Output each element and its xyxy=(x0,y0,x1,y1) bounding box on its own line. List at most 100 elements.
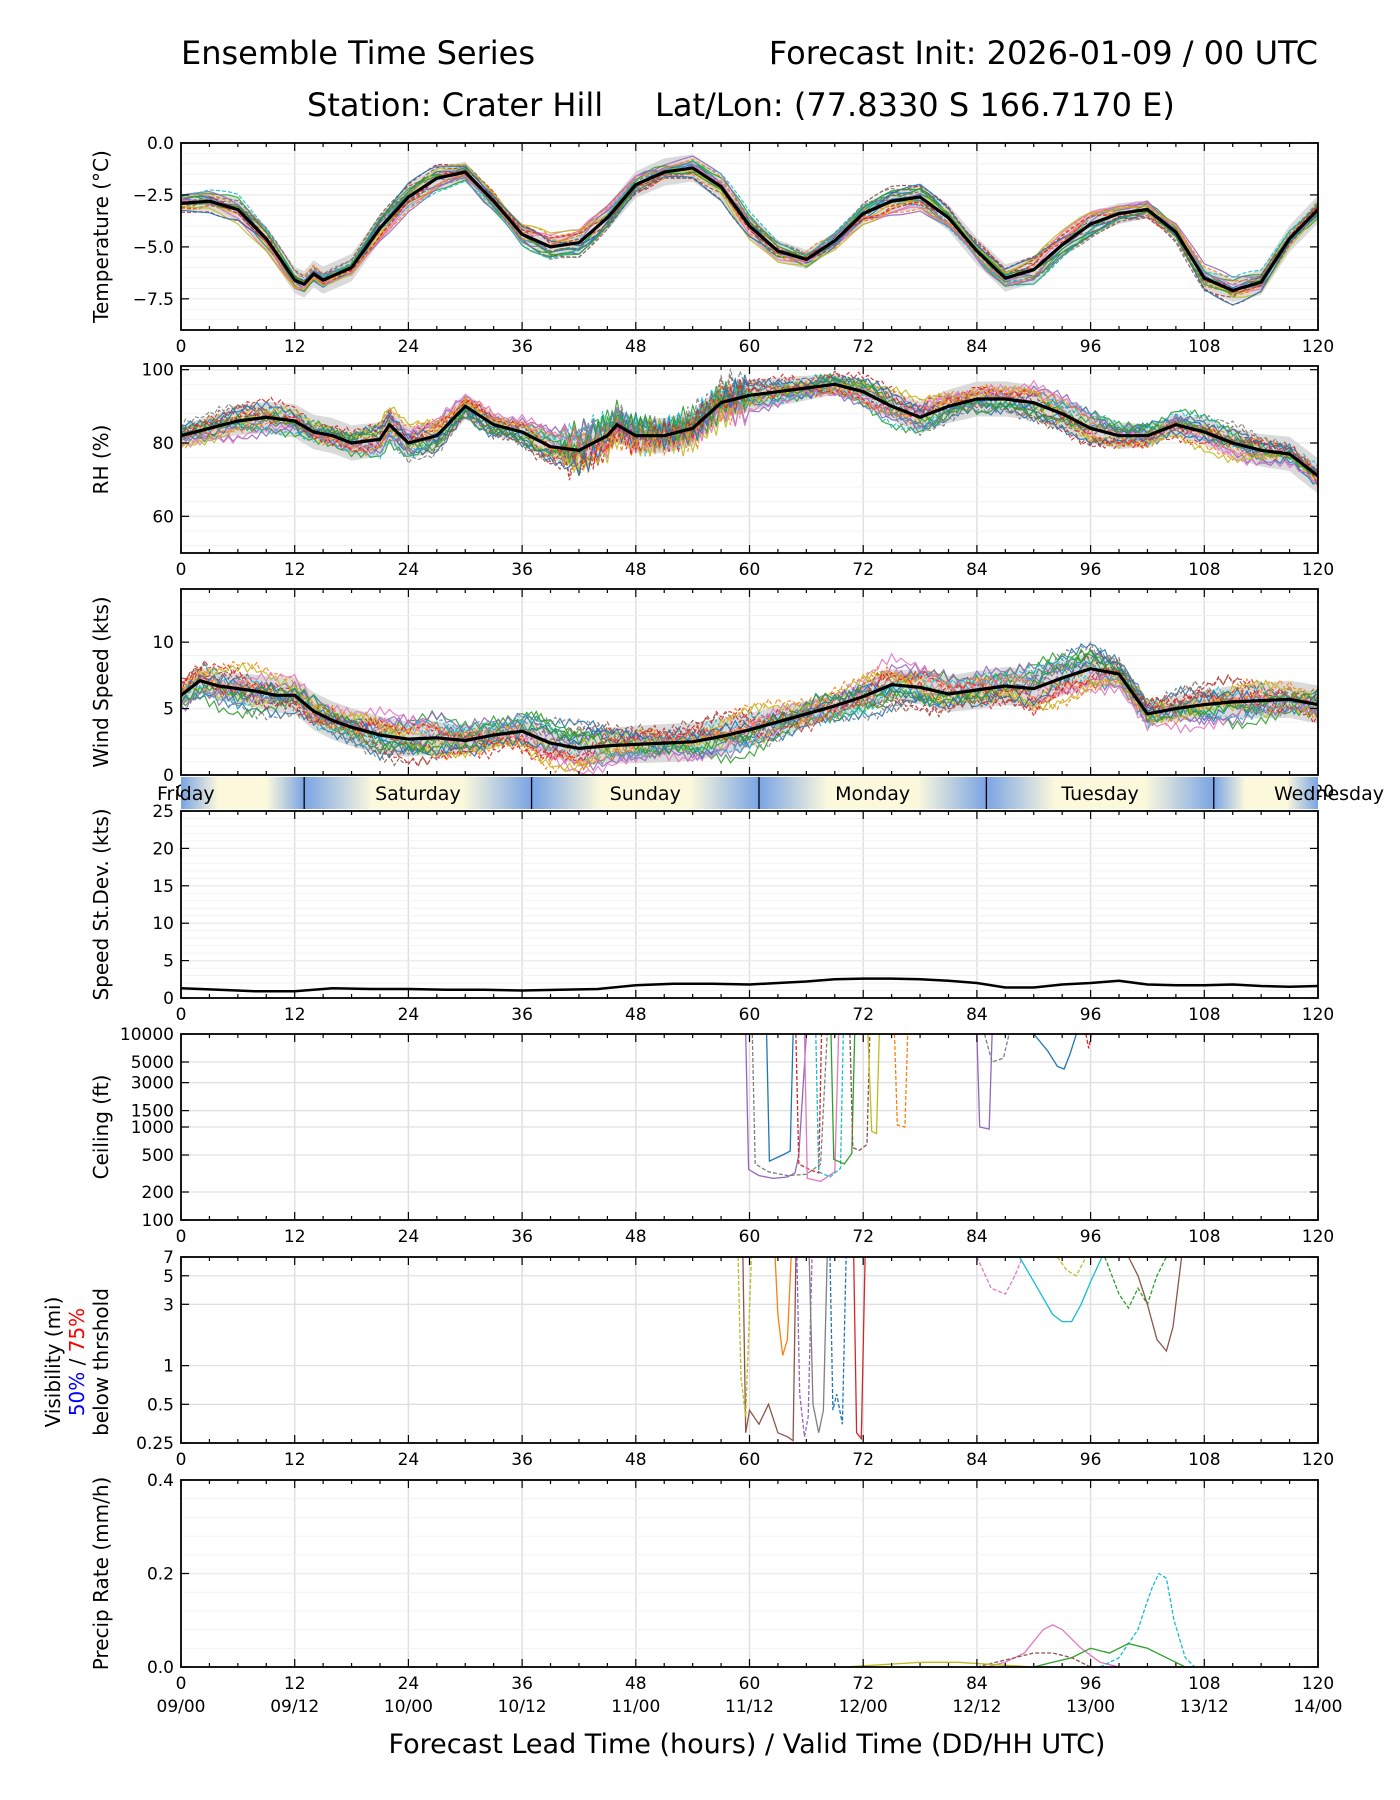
ensemble-member-line xyxy=(853,1257,866,1441)
y-tick-label: 5 xyxy=(163,952,174,972)
y-tick-label: 7 xyxy=(163,1248,174,1268)
ensemble-member-line xyxy=(1127,1257,1183,1353)
ensemble-member-line xyxy=(181,657,1318,768)
y-axis-label: RH (%) xyxy=(89,425,113,495)
ensemble-mean-line xyxy=(181,667,1318,750)
y-axis-label: Precip Rate (mm/h) xyxy=(89,1477,113,1671)
valid-time-tick-label: 14/00 xyxy=(1294,1697,1343,1717)
x-tick-label: 48 xyxy=(625,1005,647,1025)
y-tick-label: 200 xyxy=(142,1183,174,1203)
y-tick-label: 10 xyxy=(152,914,174,934)
ensemble-member-line xyxy=(815,1034,844,1178)
y-tick-label: 100 xyxy=(142,361,174,381)
vis-ylabel-line1: Visibility (mi) xyxy=(41,1297,65,1428)
day-segment xyxy=(304,777,532,809)
x-tick-label: 0 xyxy=(176,337,187,357)
y-tick-label: 0 xyxy=(163,989,174,1009)
plot-area xyxy=(181,368,1318,494)
ensemble-member-line xyxy=(181,170,1318,293)
ensemble-member-line xyxy=(765,1034,794,1163)
x-tick-label: 36 xyxy=(511,1005,533,1025)
x-tick-label: 72 xyxy=(852,1674,874,1694)
valid-time-tick-label: 12/12 xyxy=(952,1697,1001,1717)
x-tick-label: 96 xyxy=(1080,1674,1102,1694)
day-label: Saturday xyxy=(375,783,461,805)
x-tick-label: 12 xyxy=(284,1005,306,1025)
x-tick-label: 120 xyxy=(1302,1674,1334,1694)
ensemble-member-line xyxy=(829,1257,847,1425)
day-segment xyxy=(531,777,759,809)
ensemble-member-line xyxy=(1033,1642,1186,1667)
valid-time-tick-label: 12/00 xyxy=(839,1697,888,1717)
day-band: Friday Saturday Sunday Monday Tuesday Wednesd… xyxy=(157,777,1384,809)
forecast-init: Forecast Init: 2026-01-09 / 00 UTC xyxy=(769,34,1318,72)
x-tick-label: 108 xyxy=(1188,337,1220,357)
panel-wind_speed: 012243648607284961081200510Wind Speed (k… xyxy=(89,588,1334,802)
x-tick-label: 96 xyxy=(1080,560,1102,580)
valid-time-tick-label: 11/00 xyxy=(611,1697,660,1717)
x-tick-label: 96 xyxy=(1080,1227,1102,1247)
x-tick-label: 0 xyxy=(176,1005,187,1025)
x-tick-label: 0 xyxy=(176,1674,187,1694)
vis-ylabel-line3: below thrshold xyxy=(89,1288,113,1436)
y-tick-label: 500 xyxy=(142,1146,174,1166)
panel-rh: 0 12 24 36 48 60 72 84 96 108 120 100 80 60 RH (%) xyxy=(89,361,1334,580)
plot-area xyxy=(181,640,1318,775)
y-tick-label: 0.2 xyxy=(147,1565,174,1585)
vis-ylabel-line2: 50% / 75% xyxy=(65,1308,89,1416)
x-tick-label: 84 xyxy=(966,337,988,357)
x-tick-label: 84 xyxy=(966,1005,988,1025)
y-tick-label: −7.5 xyxy=(133,290,174,310)
x-tick-label: 36 xyxy=(511,1450,533,1470)
x-tick-label: 96 xyxy=(1080,1450,1102,1470)
ensemble-member-line xyxy=(986,1624,1120,1667)
x-tick-label: 60 xyxy=(739,1005,761,1025)
x-tick-label: 24 xyxy=(398,1674,420,1694)
ensemble-member-line xyxy=(1104,1257,1167,1310)
x-tick-label: 24 xyxy=(398,1450,420,1470)
ensemble-mean-line xyxy=(181,382,1318,478)
y-tick-label: 60 xyxy=(152,507,174,527)
x-tick-label: 36 xyxy=(511,337,533,357)
ensemble-member-line xyxy=(867,1034,880,1135)
ensemble-member-line xyxy=(796,1257,813,1437)
vis-ylabel-slash: / xyxy=(65,1352,89,1371)
ensemble-member-line xyxy=(181,654,1318,757)
x-tick-label: 108 xyxy=(1188,1227,1220,1247)
x-tick-label: 12 xyxy=(284,1674,306,1694)
x-tick-label: 60 xyxy=(739,1227,761,1247)
ensemble-member-line xyxy=(745,1034,808,1180)
x-tick-label: 84 xyxy=(966,1450,988,1470)
x-tick-label: 24 xyxy=(398,337,420,357)
ensemble-member-line xyxy=(751,1034,828,1177)
y-axis-label: Wind Speed (kts) xyxy=(89,596,113,767)
y-tick-label: 3000 xyxy=(131,1074,174,1094)
ensemble-member-line xyxy=(830,1034,856,1165)
y-tick-label: 5000 xyxy=(131,1053,174,1073)
x-tick-label: 12 xyxy=(284,1227,306,1247)
stdev-line xyxy=(181,977,1318,993)
x-tick-label: 120 xyxy=(1302,560,1334,580)
x-tick-label: 120 xyxy=(1302,1227,1334,1247)
ensemble-member-line xyxy=(976,1034,993,1130)
y-axis-label: Speed St.Dev. (kts) xyxy=(89,808,113,1000)
x-tick-label: 24 xyxy=(398,1005,420,1025)
plot-area xyxy=(181,154,1318,306)
ensemble-member-line xyxy=(181,167,1318,295)
valid-time-tick-label: 09/12 xyxy=(270,1697,319,1717)
ensemble-member-line xyxy=(181,672,1318,768)
x-tick-label: 60 xyxy=(739,560,761,580)
day-segment xyxy=(986,777,1214,809)
x-tick-label: 84 xyxy=(966,1674,988,1694)
x-axis-label: Forecast Lead Time (hours) / Valid Time … xyxy=(389,1729,1106,1760)
x-tick-label: 0 xyxy=(176,1227,187,1247)
x-tick-label: 0 xyxy=(176,1450,187,1470)
visibility-ylabel: Visibility (mi) 50% / 75% below thrshold xyxy=(41,1288,113,1436)
ensemble-member-line xyxy=(181,383,1318,477)
valid-time-tick-label: 10/00 xyxy=(384,1697,433,1717)
plot-area xyxy=(181,977,1318,993)
ensemble-member-line xyxy=(1033,1034,1078,1070)
day-segment xyxy=(758,777,987,809)
ensemble-member-line xyxy=(181,380,1318,486)
panel-precip_rate: 0 12 24 36 48 60 72 84 96 108 120 09/00 09/12 10/00 10… xyxy=(89,1471,1343,1717)
